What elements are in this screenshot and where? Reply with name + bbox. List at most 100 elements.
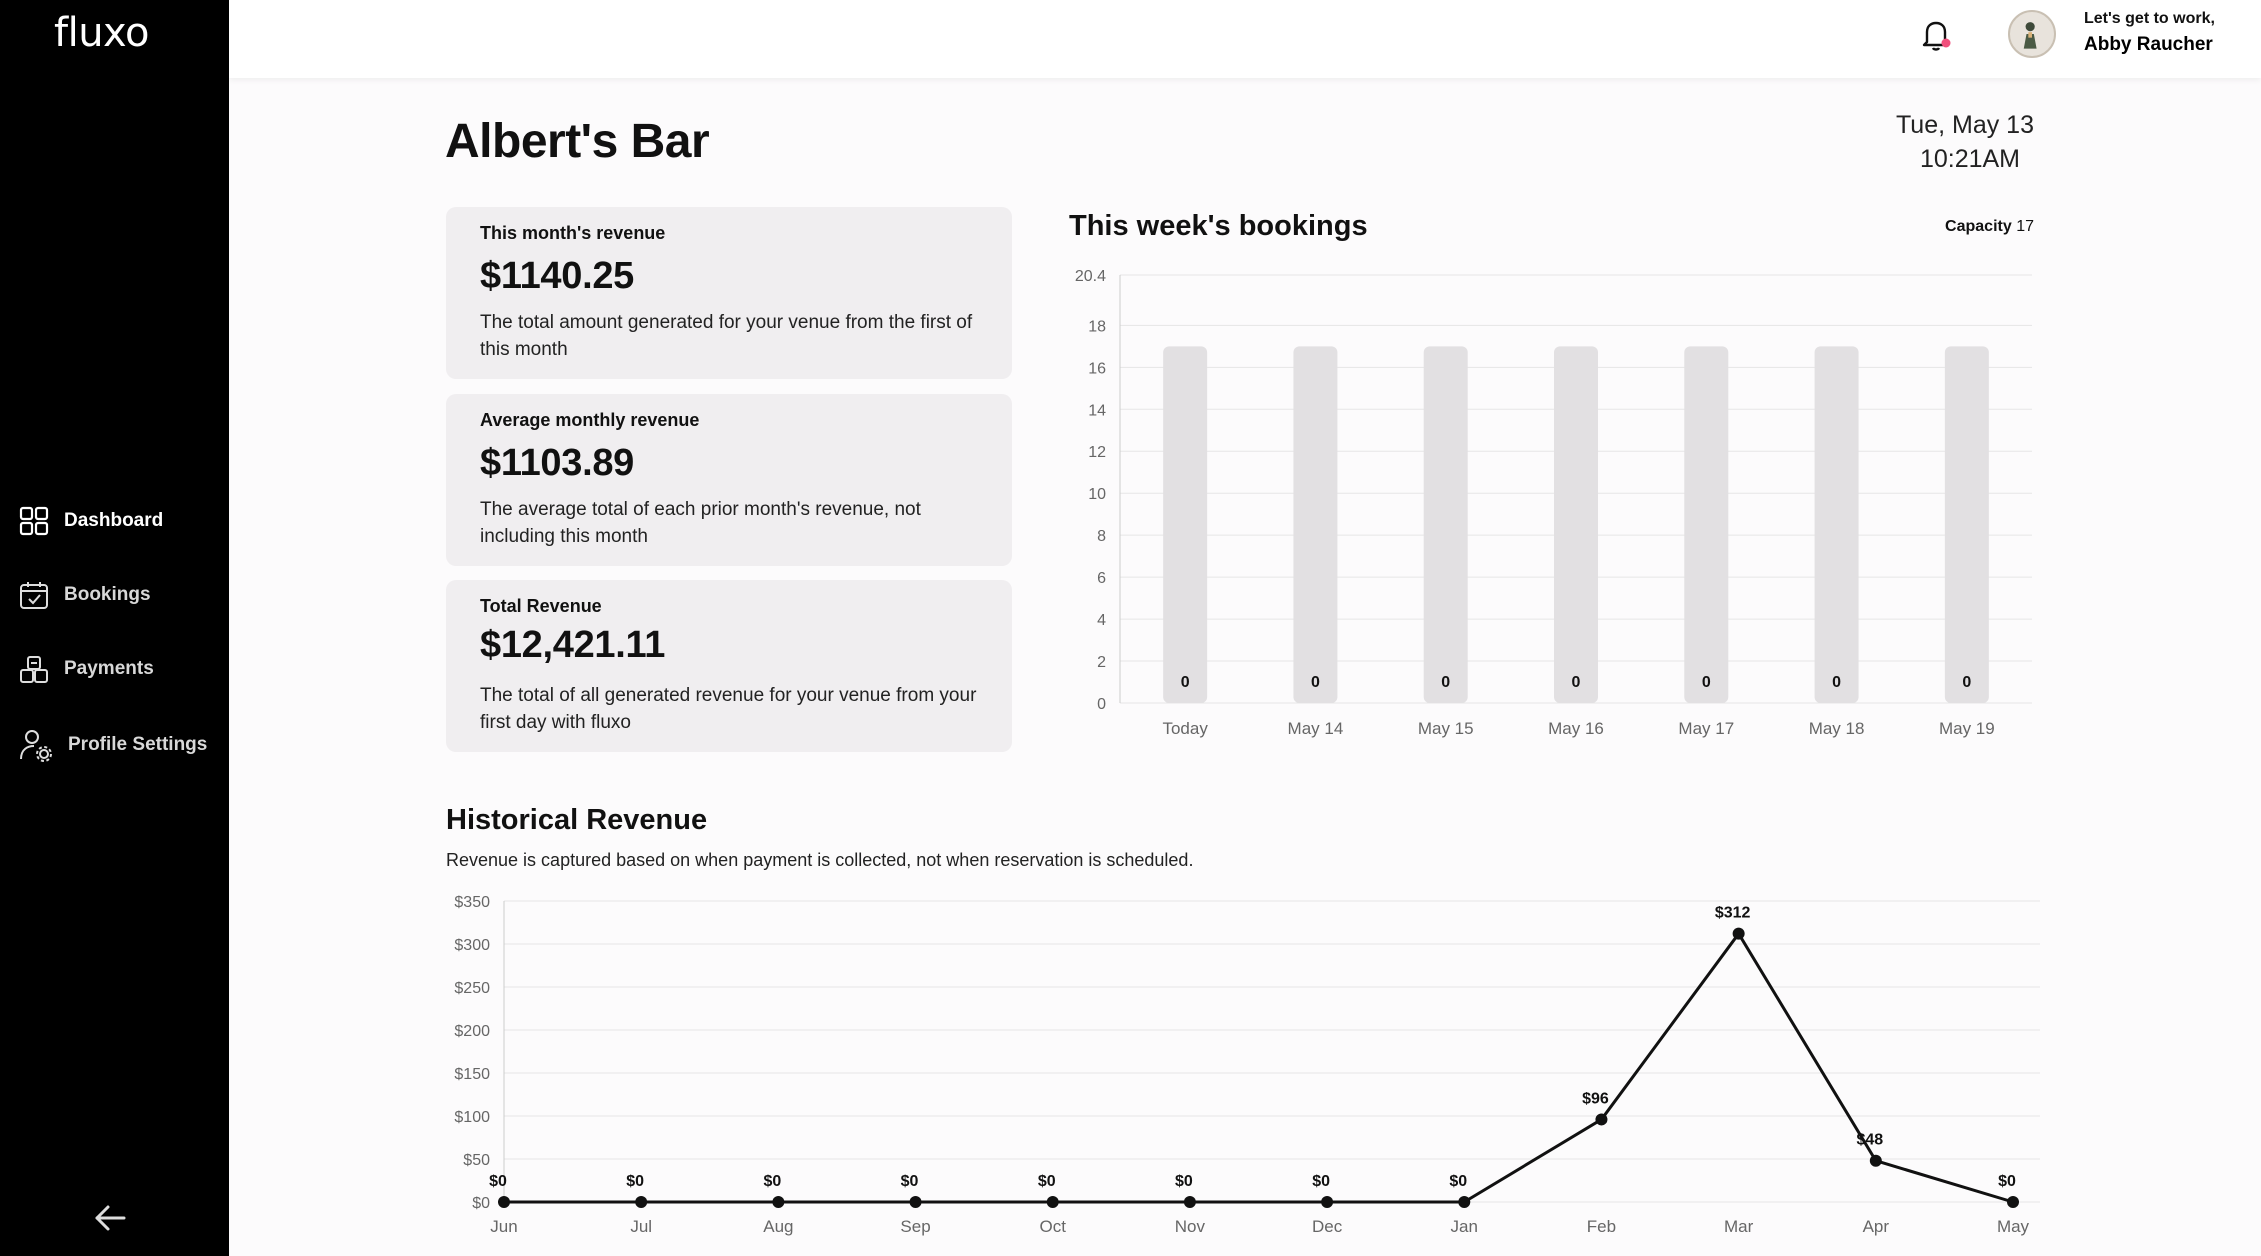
arrow-left-icon[interactable] [92,1200,128,1236]
capacity-bar [1293,346,1338,703]
x-tick-label: May [1997,1217,2030,1236]
revenue-data-label: $96 [1582,1090,1609,1107]
card-value: $12,421.11 [480,624,666,666]
revenue-point [1046,1196,1059,1208]
x-tick-label: May 15 [1418,719,1474,738]
x-tick-label: Feb [1587,1217,1616,1236]
x-tick-label: Mar [1724,1217,1754,1236]
revenue-line [504,932,2014,1204]
sidebar: fluxo Dashboard Bookings Payments Profil… [0,0,229,1256]
historical-revenue-title: Historical Revenue [446,804,708,836]
y-tick-label: 18 [1088,318,1106,335]
revenue-point [2007,1196,2019,1208]
y-tick-label: 16 [1088,360,1106,377]
capacity-bar [1423,346,1468,703]
dashboard-grid-icon [19,506,49,536]
card-description: The average total of each prior month's … [480,499,921,547]
revenue-point [1869,1154,1882,1167]
revenue-data-label: $0 [1312,1173,1330,1190]
card-title: Total Revenue [480,596,602,616]
revenue-point [772,1196,785,1208]
sidebar-item-profile-settings[interactable]: Profile Settings [18,727,207,763]
revenue-data-label: $0 [626,1173,644,1190]
date-time: Tue, May 13 10:21AM [1870,108,2034,176]
revenue-point [635,1196,648,1208]
x-tick-label: Dec [1312,1217,1343,1236]
capacity-bar [1554,346,1598,703]
x-tick-label: Sep [900,1217,930,1236]
notification-dot [1941,38,1951,48]
revenue-data-label: $0 [1449,1173,1467,1190]
x-tick-label: Jan [1451,1217,1478,1236]
card-average-monthly-revenue: Average monthly revenue $1103.89 The ave… [446,394,1012,566]
bell-icon[interactable] [1920,18,1952,52]
sidebar-item-dashboard[interactable]: Dashboard [18,505,163,537]
top-bar: Let's get to work, Abby Raucher [229,0,2261,78]
revenue-point [1595,1113,1608,1126]
revenue-data-label: $0 [1038,1173,1056,1190]
y-tick-label: 20.4 [1075,268,1106,285]
card-description: The total amount generated for your venu… [480,312,973,360]
y-tick-label: 6 [1097,570,1106,587]
x-tick-label: May 18 [1809,719,1865,738]
x-tick-label: Aug [763,1217,793,1236]
card-title: This month's revenue [480,223,666,243]
y-tick-label: 12 [1088,444,1106,461]
sidebar-item-label: Payments [64,658,154,679]
user-greeting: Let's get to work, Abby Raucher [2084,10,2215,56]
y-tick-label: 10 [1088,486,1106,503]
revenue-data-label: $0 [1998,1173,2016,1190]
revenue-data-label: $0 [901,1173,919,1190]
bar-value-label: 0 [1962,674,1971,691]
stacked-coins-icon [20,656,48,683]
bar-value-label: 0 [1832,674,1841,691]
app-logo[interactable]: fluxo [54,10,149,56]
card-description: The total of all generated revenue for y… [480,685,977,733]
revenue-point [1183,1196,1196,1208]
capacity-label: Capacity [1945,218,2012,235]
user-gear-icon [20,730,52,762]
revenue-data-label: $0 [763,1173,781,1190]
card-value: $1140.25 [480,255,634,297]
y-tick-label: $0 [472,1195,490,1212]
bookings-title: This week's bookings [1069,210,1368,242]
card-total-revenue: Total Revenue $12,421.11 The total of al… [446,580,1012,752]
x-tick-label: May 14 [1288,719,1344,738]
bar-value-label: 0 [1702,674,1711,691]
card-value: $1103.89 [480,442,634,484]
y-tick-label: 14 [1088,402,1106,419]
bar-value-label: 0 [1181,674,1190,691]
revenue-point [1321,1196,1334,1208]
sidebar-item-label: Bookings [64,584,151,605]
revenue-data-label: $0 [489,1173,507,1190]
revenue-chart: $0$50$100$150$200$250$300$350$0Jun$0Jul$… [454,894,2040,1236]
x-tick-label: Today [1162,719,1208,738]
user-name: Abby Raucher [2084,34,2213,55]
card-title: Average monthly revenue [480,410,700,430]
card-this-month-revenue: This month's revenue $1140.25 The total … [446,207,1012,379]
revenue-point [1458,1196,1471,1208]
sidebar-item-bookings[interactable]: Bookings [18,579,151,611]
y-tick-label: $350 [454,894,490,911]
x-tick-label: Jul [630,1217,652,1236]
x-tick-label: Nov [1175,1217,1206,1236]
y-tick-label: 8 [1097,528,1106,545]
capacity-indicator: Capacity 17 [1900,218,2034,236]
revenue-data-label: $0 [1175,1173,1193,1190]
avatar-portrait-icon [2023,22,2037,49]
capacity-bar [1814,346,1859,703]
x-tick-label: Jun [490,1217,517,1236]
revenue-data-label: $48 [1856,1132,1883,1149]
capacity-value: 17 [2016,218,2034,235]
capacity-bar [1684,346,1729,703]
sidebar-item-payments[interactable]: Payments [18,653,154,685]
sidebar-item-label: Profile Settings [68,734,208,755]
greeting-text: Let's get to work, [2084,10,2215,27]
revenue-data-label: $312 [1715,905,1751,922]
current-date: Tue, May 13 [1895,111,2034,139]
bar-value-label: 0 [1572,674,1581,691]
y-tick-label: 2 [1097,654,1106,671]
avatar[interactable] [2008,10,2056,58]
bookings-chart: 0 2 4 6 8 10 12 14 16 18 20.4 0 Today 0 May 14 0 May 15 0… [1075,268,2032,738]
y-tick-label: 0 [1097,696,1106,713]
